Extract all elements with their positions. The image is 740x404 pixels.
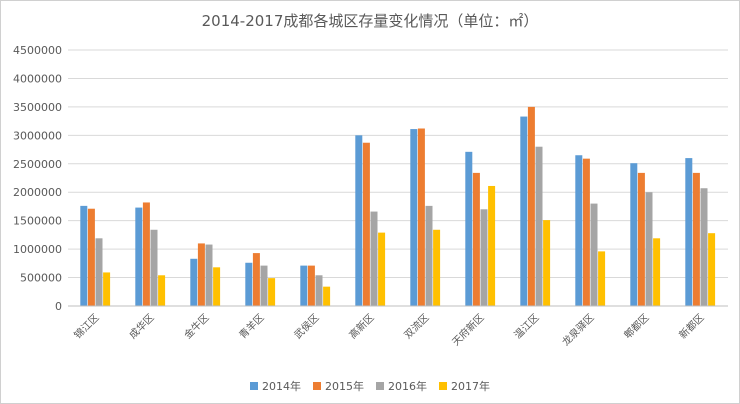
legend-item: 2015年 (313, 378, 364, 394)
bar (213, 267, 220, 306)
bar (300, 266, 307, 306)
bar (418, 129, 425, 306)
bar (520, 117, 527, 306)
y-tick-label: 500000 (20, 272, 62, 285)
bar (308, 266, 315, 306)
bar (433, 230, 440, 306)
y-tick-label: 4000000 (13, 72, 62, 85)
bar (630, 163, 637, 306)
bar (473, 173, 480, 306)
bar (96, 238, 103, 306)
bar (465, 152, 472, 306)
bar (158, 275, 165, 306)
x-tick-label: 青羊区 (236, 311, 266, 341)
bar (543, 220, 550, 306)
legend-swatch (313, 382, 321, 390)
bar (316, 275, 323, 306)
legend-label: 2016年 (388, 378, 427, 394)
bar (410, 129, 417, 306)
x-tick-label: 温江区 (512, 312, 542, 342)
x-tick-label: 新都区 (676, 311, 706, 341)
bar (198, 243, 205, 306)
x-tick-label: 武侯区 (291, 311, 321, 341)
bar (528, 107, 535, 306)
bar (638, 173, 645, 306)
bar (323, 287, 330, 306)
x-tick-label: 天府新区 (449, 311, 486, 348)
bar (190, 259, 197, 306)
y-tick-label: 2000000 (13, 186, 62, 199)
y-tick-label: 1500000 (13, 215, 62, 228)
y-tick-label: 2500000 (13, 158, 62, 171)
bar (371, 212, 378, 306)
y-tick-label: 1000000 (13, 243, 62, 256)
chart-legend: 2014年 2015年 2016年 2017年 (0, 378, 740, 394)
bar (135, 208, 142, 306)
x-tick-label: 高新区 (346, 311, 376, 341)
bar (206, 245, 213, 306)
legend-label: 2014年 (262, 378, 301, 394)
bar (646, 192, 653, 306)
bar (88, 209, 95, 306)
bar (575, 155, 582, 306)
bar (355, 135, 362, 306)
bar (653, 238, 660, 306)
bar (693, 173, 700, 306)
bar (80, 206, 87, 306)
legend-swatch (250, 382, 258, 390)
bar (253, 253, 260, 306)
bar (708, 233, 715, 306)
bar (591, 204, 598, 306)
legend-swatch (439, 382, 447, 390)
y-tick-label: 4500000 (13, 44, 62, 57)
bar (583, 159, 590, 306)
y-tick-label: 3500000 (13, 101, 62, 114)
bar (488, 186, 495, 306)
bar (143, 202, 150, 306)
bar (245, 263, 252, 306)
bar (685, 158, 692, 306)
bar (701, 188, 708, 306)
bar (426, 206, 433, 306)
bar (103, 272, 110, 306)
x-tick-label: 成华区 (126, 311, 156, 341)
bar (598, 251, 605, 306)
x-tick-label: 龙泉驿区 (559, 311, 596, 348)
bar (378, 233, 385, 306)
bar (536, 147, 543, 306)
legend-item: 2016年 (376, 378, 427, 394)
legend-item: 2017年 (439, 378, 490, 394)
legend-label: 2017年 (451, 378, 490, 394)
legend-label: 2015年 (325, 378, 364, 394)
y-tick-label: 0 (55, 300, 62, 313)
bar (261, 266, 268, 306)
bar (268, 278, 275, 306)
legend-swatch (376, 382, 384, 390)
bar (151, 230, 158, 306)
bar (363, 143, 370, 306)
legend-item: 2014年 (250, 378, 301, 394)
x-tick-label: 双流区 (401, 311, 431, 341)
x-tick-label: 锦江区 (71, 311, 101, 341)
y-tick-label: 3000000 (13, 129, 62, 142)
x-tick-label: 郫都区 (621, 311, 651, 341)
bar (481, 209, 488, 306)
x-tick-label: 金牛区 (181, 311, 211, 341)
